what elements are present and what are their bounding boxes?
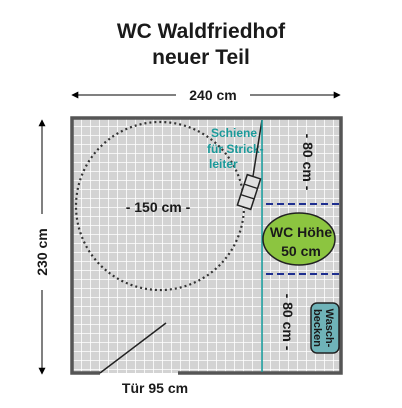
height-label: 230 cm — [34, 228, 50, 275]
clearance-below-label: - 80 cm - — [280, 294, 296, 351]
rail-label-line1: Schiene — [211, 126, 257, 140]
rail-label-line2: für Strick- — [207, 142, 264, 156]
width-label: 240 cm — [189, 87, 236, 103]
wc-toilet — [262, 212, 336, 266]
rope-ladder-icon — [236, 173, 262, 211]
door-label: Tür 95 cm — [122, 380, 188, 396]
sink-label-line2: becken — [311, 309, 323, 347]
diagram-title-line1: WC Waldfriedhof — [116, 20, 286, 43]
rope-ladder-cord — [252, 119, 263, 177]
room-walls — [70, 116, 343, 375]
sink — [310, 302, 340, 354]
door-leaf — [99, 322, 167, 374]
clearance-above-label: - 80 cm - — [300, 134, 316, 191]
wc-label-line1: WC Höhe — [270, 224, 332, 240]
wc-label-line2: 50 cm — [281, 243, 321, 259]
turning-circle-label: - 150 cm - — [126, 199, 191, 215]
diagram-title-line2: neuer Teil — [152, 46, 250, 69]
sink-label-line1: Wasch- — [323, 309, 335, 348]
rail-label: Schiene für Strick- leiter — [207, 126, 264, 171]
rail-label-line3: leiter — [209, 157, 238, 171]
